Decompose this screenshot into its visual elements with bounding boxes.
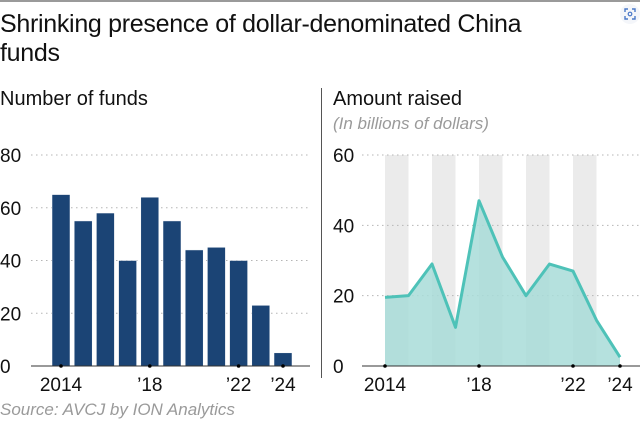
bar-2020: [184, 249, 204, 367]
bar-2024: [273, 352, 293, 367]
y-tick-label: 40: [333, 216, 354, 237]
y-tick-label: 20: [333, 287, 354, 308]
chart-title: Shrinking presence of dollar-denominated…: [0, 10, 522, 67]
y-tick-label: 0: [0, 357, 11, 378]
y-tick-label: 80: [0, 146, 21, 167]
top-border: [0, 0, 640, 2]
x-tick-label: ’22: [560, 375, 585, 396]
bar-2022: [229, 260, 248, 367]
bar-2016: [96, 212, 115, 367]
x-tick-label: 2014: [40, 375, 83, 396]
y-tick-label: 60: [333, 146, 354, 167]
bar-2021: [207, 247, 226, 367]
bar-2015: [73, 220, 93, 367]
x-tick-label: ’18: [466, 375, 491, 396]
bar-2018: [140, 196, 160, 367]
y-tick-label: 60: [0, 199, 21, 220]
x-tick-label: ’18: [137, 375, 162, 396]
funds-bar-chart: 0 20 40 60 80 2014 ’18 ’22 ’24: [0, 146, 310, 396]
right-chart-title: Amount raised: [333, 88, 462, 110]
bar-2014: [51, 194, 71, 367]
y-tick-label: 40: [0, 252, 21, 273]
bar-2017: [118, 260, 137, 367]
bar-2023: [251, 305, 271, 367]
y-tick-label: 0: [333, 357, 344, 378]
x-tick-label: ’24: [607, 375, 633, 396]
x-tick-dot: [59, 364, 63, 368]
x-tick-dot: [571, 364, 575, 368]
right-chart-subtitle: (In billions of dollars): [333, 114, 489, 133]
x-tick-dot: [236, 364, 241, 368]
x-tick-dot: [148, 364, 152, 368]
panel-divider: [321, 88, 322, 378]
x-tick-dot: [618, 364, 622, 368]
x-tick-label: ’24: [270, 375, 296, 396]
y-tick-label: 20: [0, 304, 21, 325]
x-tick-label: ’22: [226, 375, 251, 396]
left-chart-title: Number of funds: [0, 88, 148, 110]
bar-2019: [162, 220, 182, 367]
source-note: Source: AVCJ by ION Analytics: [0, 400, 235, 419]
x-tick-dot: [477, 364, 481, 368]
amount-area-chart: 0 20 40 60 2014 ’18 ’22 ’24: [333, 146, 640, 396]
x-tick-label: 2014: [364, 375, 407, 396]
area-fill: [385, 200, 620, 366]
x-tick-dot: [281, 364, 285, 368]
x-tick-dot: [383, 364, 387, 368]
lens-scan-icon[interactable]: [620, 4, 640, 24]
